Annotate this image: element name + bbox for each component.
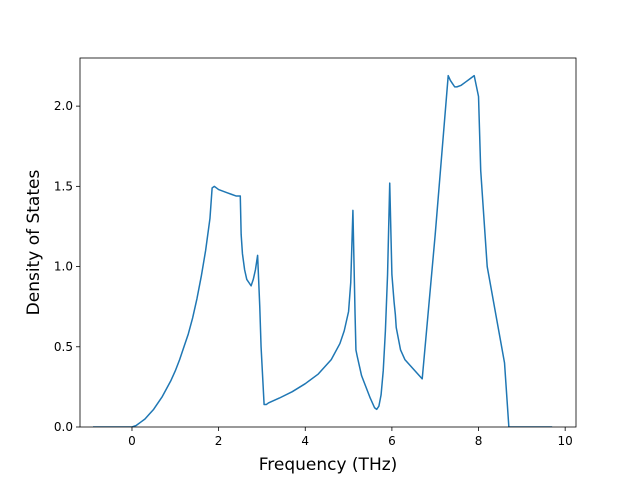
dos-series-line: [93, 74, 553, 427]
y-tick-label: 2.0: [54, 99, 73, 113]
y-tick-label: 1.0: [54, 260, 73, 274]
y-axis-label: Density of States: [24, 170, 44, 316]
x-tick-label: 0: [128, 434, 136, 448]
x-tick-label: 4: [301, 434, 309, 448]
x-tick-label: 2: [215, 434, 223, 448]
y-axis-ticks: 0.0 0.5 1.0 1.5 2.0: [54, 99, 80, 434]
x-tick-label: 8: [475, 434, 483, 448]
plot-area: [79, 57, 577, 428]
x-tick-label: 6: [388, 434, 396, 448]
y-tick-label: 1.5: [54, 179, 73, 193]
plot-frame: [79, 57, 577, 428]
y-tick-label: 0.0: [54, 420, 73, 434]
x-tick-label: 10: [558, 434, 573, 448]
x-axis-label: Frequency (THz): [259, 455, 398, 475]
x-axis-ticks: 0 2 4 6 8 10: [128, 427, 573, 448]
y-tick-label: 0.5: [54, 340, 73, 354]
